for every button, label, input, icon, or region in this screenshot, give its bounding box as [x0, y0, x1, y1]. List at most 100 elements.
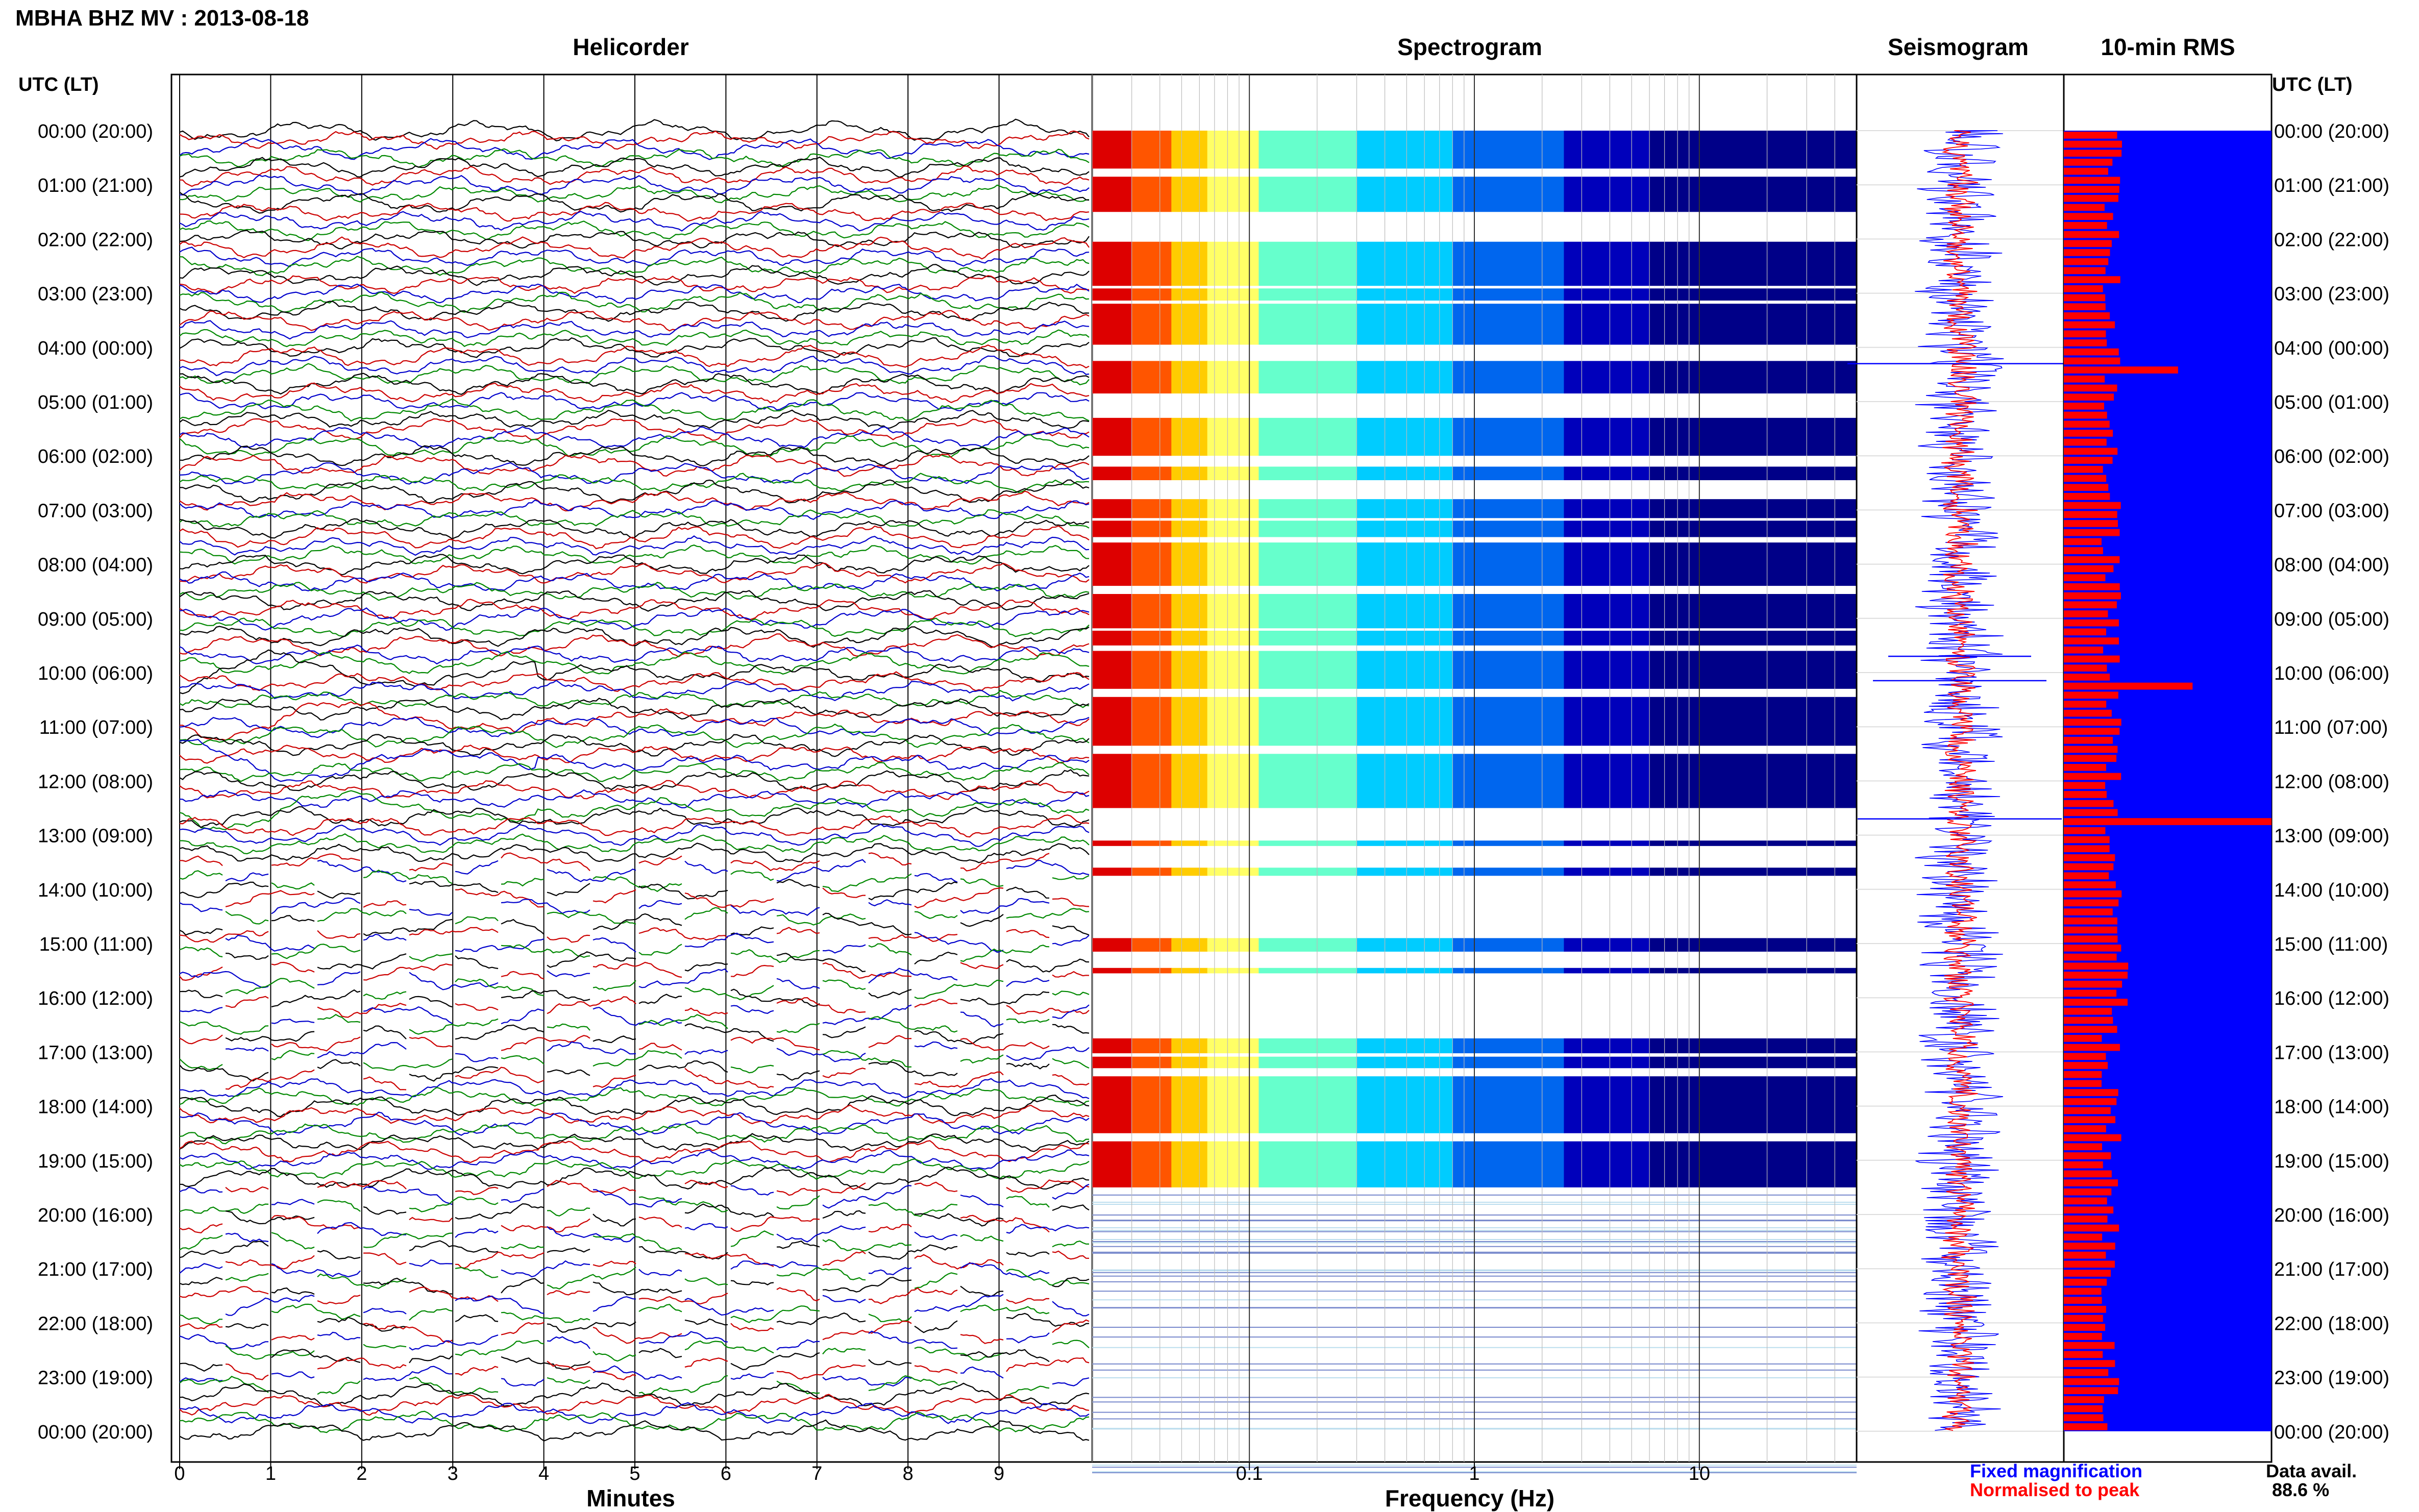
helicorder-trace — [179, 137, 1090, 160]
helicorder-trace — [225, 859, 1090, 883]
spectrogram-band — [1356, 840, 1453, 846]
rms-bar — [2064, 872, 2109, 880]
spectrogram-band — [1452, 594, 1565, 646]
spectrogram-band — [1258, 867, 1357, 876]
time-label-left: 00:00 (20:00) — [38, 121, 153, 142]
spectrogram-band — [1092, 542, 1132, 586]
helicorder-trace — [179, 184, 1090, 204]
time-label-left: 23:00 (19:00) — [38, 1368, 153, 1389]
helicorder-trace — [179, 968, 1050, 990]
spectrogram-band — [1207, 241, 1260, 345]
rms-bar — [2064, 457, 2113, 464]
spectrogram-band — [1356, 651, 1453, 689]
rms-bar — [2064, 1062, 2108, 1069]
rms-bar — [2064, 204, 2105, 211]
rms-bar — [2064, 637, 2119, 645]
helicorder-trace — [179, 509, 1090, 529]
spectrogram-xlabel: Frequency (Hz) — [1385, 1485, 1554, 1511]
time-labels-right: 00:00 (20:00) 01:00 (21:00) 02:00 (22:00) 0… — [2274, 121, 2389, 1443]
rms-bar — [2064, 132, 2117, 139]
rms-bar — [2064, 1369, 2109, 1376]
spectrogram-band — [1649, 754, 1857, 808]
spectrogram-band — [1207, 542, 1260, 586]
rms-bar — [2064, 249, 2110, 256]
helicorder-trace — [179, 1214, 1050, 1234]
spectrogram-band — [1131, 697, 1172, 746]
time-label-right: 02:00 (22:00) — [2274, 229, 2389, 251]
rms-bar — [2064, 755, 2117, 762]
helicorder-frame — [170, 73, 1093, 1463]
spectrogram-band — [1258, 241, 1357, 345]
spectrogram-band — [1564, 697, 1650, 746]
spectrogram-band — [1356, 177, 1453, 212]
spectrogram-band — [1207, 417, 1260, 456]
rms-bar — [2064, 1333, 2102, 1340]
spectrogram-band — [1452, 417, 1565, 456]
seismogram-normalised-trace — [1941, 130, 1979, 1431]
spectrogram-band — [1649, 1076, 1857, 1133]
helicorder-trace — [225, 1179, 1090, 1196]
time-labels-left: 00:00 (20:00) 01:00 (21:00) 02:00 (22:00) 0… — [38, 121, 153, 1443]
rms-bar — [2064, 773, 2121, 780]
spectrogram-band — [1564, 594, 1650, 646]
rms-bar — [2064, 375, 2105, 383]
time-label-right: 05:00 (01:00) — [2274, 392, 2389, 413]
rms-bar — [2064, 330, 2106, 338]
helicorder-trace — [179, 897, 1050, 916]
helicorder-trace — [179, 1240, 1050, 1260]
rms-bar — [2064, 303, 2106, 310]
helicorder-trace — [179, 927, 1050, 943]
helicorder-trace — [225, 1267, 1090, 1290]
time-label-left: 05:00 (01:00) — [38, 392, 153, 413]
helicorder-trace — [179, 236, 1090, 260]
spectrogram-band — [1131, 417, 1172, 456]
spectrogram-band — [1356, 1076, 1453, 1133]
time-label-right: 20:00 (16:00) — [2274, 1205, 2389, 1226]
helicorder-trace — [179, 823, 1090, 847]
time-label-right: 14:00 (10:00) — [2274, 880, 2389, 901]
rms-bar — [2064, 1089, 2118, 1096]
helicorder-trace — [179, 301, 1090, 322]
helicorder-trace — [179, 373, 1090, 395]
helicorder-x-tick-label: 4 — [538, 1463, 549, 1484]
spectrogram-x-tick-label: 10 — [1689, 1463, 1710, 1484]
helicorder-trace — [225, 1357, 1090, 1380]
helicorder-x-tick-label: 7 — [811, 1463, 822, 1484]
helicorder-trace — [179, 156, 1090, 178]
rms-bar — [2064, 475, 2107, 482]
helicorder-trace — [179, 165, 1090, 187]
time-label-left: 12:00 (08:00) — [38, 771, 153, 792]
spectrogram-block — [1092, 542, 1857, 586]
helicorder-trace — [179, 174, 1090, 196]
rms-bar — [2064, 1251, 2106, 1259]
helicorder-trace — [179, 490, 1090, 512]
helicorder-x-tick-label: 2 — [356, 1463, 367, 1484]
spectrogram-band — [1356, 241, 1453, 345]
spectrogram-band — [1452, 131, 1565, 169]
spectrogram-band — [1171, 968, 1208, 974]
spectrogram-band — [1649, 542, 1857, 586]
time-label-right: 22:00 (18:00) — [2274, 1313, 2389, 1334]
rms-bar — [2064, 493, 2110, 500]
rms-bar — [2064, 339, 2107, 346]
spectrogram-x-tick-label: 0.1 — [1236, 1463, 1263, 1484]
time-label-right: 06:00 (02:00) — [2274, 446, 2389, 467]
rms-bar — [2064, 999, 2128, 1006]
helicorder-trace — [179, 789, 1090, 809]
rms-bar — [2064, 438, 2107, 446]
spectrogram-band — [1649, 840, 1857, 846]
helicorder-trace — [179, 417, 1090, 441]
helicorder-trace — [179, 745, 1090, 764]
spectrogram-band — [1452, 542, 1565, 586]
spectrogram-band — [1258, 361, 1357, 394]
rms-bar — [2064, 664, 2107, 672]
spectrogram-band — [1649, 594, 1857, 646]
spectrogram-band — [1356, 499, 1453, 537]
rms-bar — [2064, 529, 2120, 536]
spectrogram-block — [1092, 1076, 1857, 1133]
rms-bar — [2064, 1197, 2107, 1205]
spectrogram-band — [1452, 177, 1565, 212]
spectrogram-band — [1171, 938, 1208, 952]
helicorder-trace — [179, 649, 1090, 695]
seismogram-fixed-trace — [1915, 130, 2004, 1431]
